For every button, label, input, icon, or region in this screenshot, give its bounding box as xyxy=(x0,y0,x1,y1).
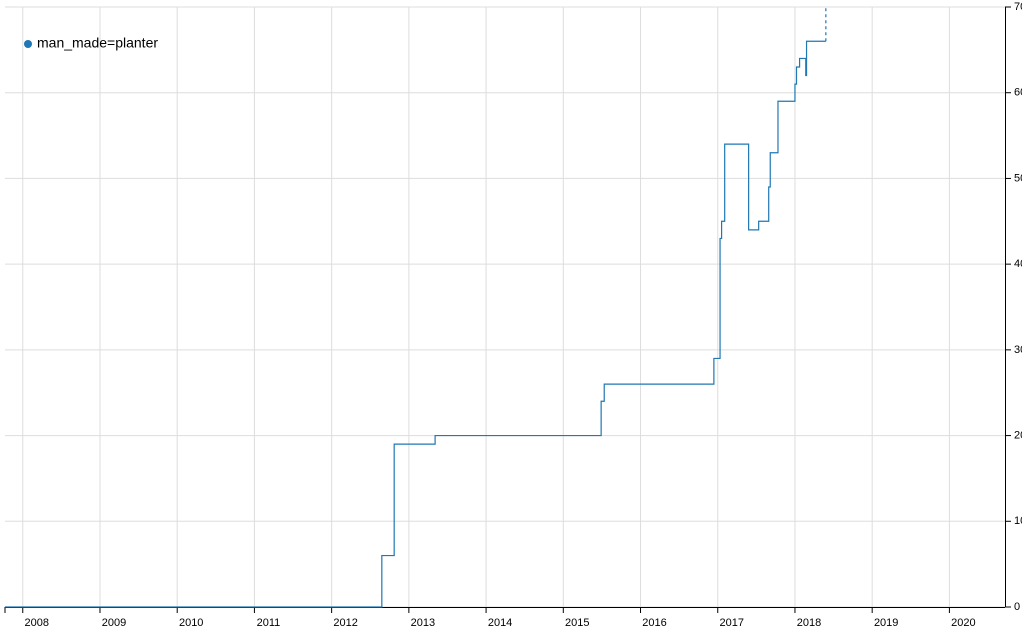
y-tick-label: 70 xyxy=(1014,1,1022,13)
y-tick-label: 0 xyxy=(1014,601,1020,613)
x-tick-label: 2019 xyxy=(874,617,898,629)
x-tick-label: 2016 xyxy=(642,617,666,629)
x-tick-label: 2009 xyxy=(102,617,126,629)
y-tick-label: 40 xyxy=(1014,258,1022,270)
x-tick-label: 2014 xyxy=(488,617,512,629)
x-tick-label: 2012 xyxy=(333,617,357,629)
x-tick-label: 2015 xyxy=(565,617,589,629)
x-tick-label: 2008 xyxy=(25,617,49,629)
x-tick-label: 2013 xyxy=(411,617,435,629)
x-tick-label: 2011 xyxy=(257,617,281,629)
x-tick-label: 2010 xyxy=(179,617,203,629)
y-tick-label: 20 xyxy=(1014,429,1022,441)
x-tick-label: 2017 xyxy=(719,617,743,629)
x-tick-label: 2018 xyxy=(797,617,821,629)
y-tick-label: 50 xyxy=(1014,172,1022,184)
y-tick-label: 30 xyxy=(1014,344,1022,356)
legend-marker xyxy=(24,40,32,48)
x-tick-label: 2020 xyxy=(951,617,975,629)
legend-label: man_made=planter xyxy=(37,35,158,51)
y-tick-label: 60 xyxy=(1014,87,1022,99)
series-line xyxy=(5,40,826,608)
y-tick-label: 10 xyxy=(1014,515,1022,527)
